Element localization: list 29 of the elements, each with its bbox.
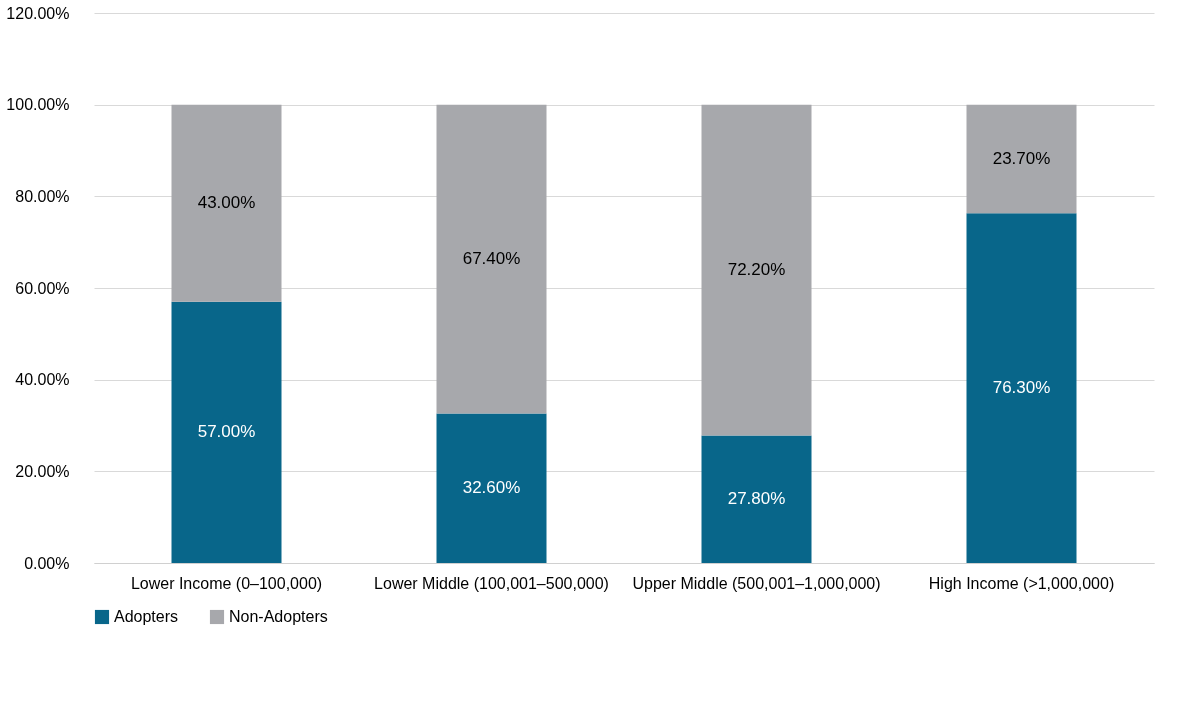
data-label: 23.70% [992,148,1051,168]
y-tick-label: 0.00% [24,554,70,572]
bar [436,413,547,563]
data-label: 72.20% [727,260,786,280]
bar [966,104,1077,214]
x-tick-label: Upper Middle (500,001–1,000,000) [632,574,881,592]
data-label: 57.00% [197,422,256,442]
x-tick-label: Lower Income (0–100,000) [130,574,323,592]
bar [171,104,282,302]
legend-label: Non-Adopters [229,608,328,625]
bar [701,435,812,563]
y-tick-label: 60.00% [15,279,70,297]
data-label: 43.00% [197,193,256,213]
x-tick-label: High Income (>1,000,000) [928,574,1115,592]
data-label: 32.60% [462,478,521,498]
data-label: 76.30% [992,378,1051,398]
bar [436,104,547,414]
y-tick-label: 100.00% [6,96,70,114]
bar [966,213,1077,563]
y-tick-label: 20.00% [15,462,70,480]
bar [701,104,812,436]
bar [171,301,282,563]
legend-label: Adopters [114,608,179,625]
data-label: 67.40% [462,249,521,269]
y-tick-label: 80.00% [15,187,70,205]
y-tick-label: 120.00% [6,4,70,22]
x-tick-label: Lower Middle (100,001–500,000) [374,574,609,592]
data-label: 27.80% [727,489,786,509]
y-tick-label: 40.00% [15,371,70,389]
